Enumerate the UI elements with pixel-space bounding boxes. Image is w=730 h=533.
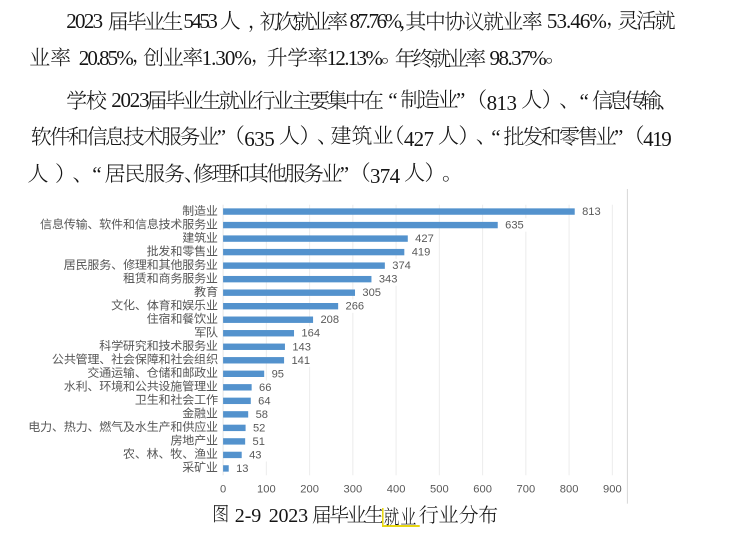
svg-text:266: 266 xyxy=(346,301,365,313)
svg-text:电力、热力、燃气及水生产和供应业: 电力、热力、燃气及水生产和供应业 xyxy=(28,418,218,435)
svg-text:公共管理、社会保障和社会组织: 公共管理、社会保障和社会组织 xyxy=(52,351,218,368)
svg-text:13: 13 xyxy=(236,463,248,475)
svg-text:水利、环境和公共设施管理业: 水利、环境和公共设施管理业 xyxy=(64,378,218,395)
svg-text:141: 141 xyxy=(291,355,310,367)
svg-text:600: 600 xyxy=(473,483,492,495)
svg-text:813: 813 xyxy=(582,206,601,218)
svg-text:信息传输、软件和信息技术服务业: 信息传输、软件和信息技术服务业 xyxy=(40,215,218,232)
svg-text:374: 374 xyxy=(392,260,411,272)
svg-text:66: 66 xyxy=(259,382,271,394)
svg-text:批发和零售业: 批发和零售业 xyxy=(147,242,218,259)
svg-text:419: 419 xyxy=(412,247,431,259)
svg-text:租赁和商务服务业: 租赁和商务服务业 xyxy=(123,269,218,286)
svg-text:制造业: 制造业 xyxy=(182,202,218,219)
svg-text:交通运输、仓储和邮政业: 交通运输、仓储和邮政业 xyxy=(87,364,218,381)
svg-text:900: 900 xyxy=(603,483,622,495)
svg-text:农、林、牧、渔业: 农、林、牧、渔业 xyxy=(123,445,218,462)
svg-text:300: 300 xyxy=(344,483,363,495)
svg-text:居民服务、修理和其他服务业: 居民服务、修理和其他服务业 xyxy=(64,256,218,273)
svg-text:住宿和餐饮业: 住宿和餐饮业 xyxy=(147,310,218,327)
svg-text:采矿业: 采矿业 xyxy=(181,459,218,476)
svg-text:700: 700 xyxy=(517,483,536,495)
svg-text:164: 164 xyxy=(301,328,320,340)
svg-text:52: 52 xyxy=(253,422,265,434)
svg-text:305: 305 xyxy=(362,287,381,299)
svg-text:建筑业: 建筑业 xyxy=(182,229,218,246)
svg-text:教育: 教育 xyxy=(193,283,218,300)
svg-text:143: 143 xyxy=(292,341,311,353)
svg-text:500: 500 xyxy=(430,483,449,495)
svg-text:208: 208 xyxy=(320,314,339,326)
svg-text:51: 51 xyxy=(253,436,265,448)
svg-text:200: 200 xyxy=(300,483,319,495)
svg-text:58: 58 xyxy=(256,409,268,421)
svg-text:800: 800 xyxy=(560,483,579,495)
svg-text:400: 400 xyxy=(387,483,406,495)
svg-text:卫生和社会工作: 卫生和社会工作 xyxy=(135,391,218,408)
svg-text:100: 100 xyxy=(257,483,276,495)
svg-text:343: 343 xyxy=(379,274,398,286)
svg-text:635: 635 xyxy=(505,220,524,232)
svg-text:房地产业: 房地产业 xyxy=(170,432,218,449)
svg-text:0: 0 xyxy=(220,483,226,495)
svg-text:43: 43 xyxy=(249,449,261,461)
svg-text:文化、体育和娱乐业: 文化、体育和娱乐业 xyxy=(111,297,218,314)
svg-text:95: 95 xyxy=(272,368,284,380)
svg-text:军队: 军队 xyxy=(194,324,218,341)
svg-text:金融业: 金融业 xyxy=(181,405,218,422)
svg-text:427: 427 xyxy=(415,233,434,245)
svg-text:科学研究和技术服务业: 科学研究和技术服务业 xyxy=(98,337,218,354)
svg-text:64: 64 xyxy=(258,395,270,407)
